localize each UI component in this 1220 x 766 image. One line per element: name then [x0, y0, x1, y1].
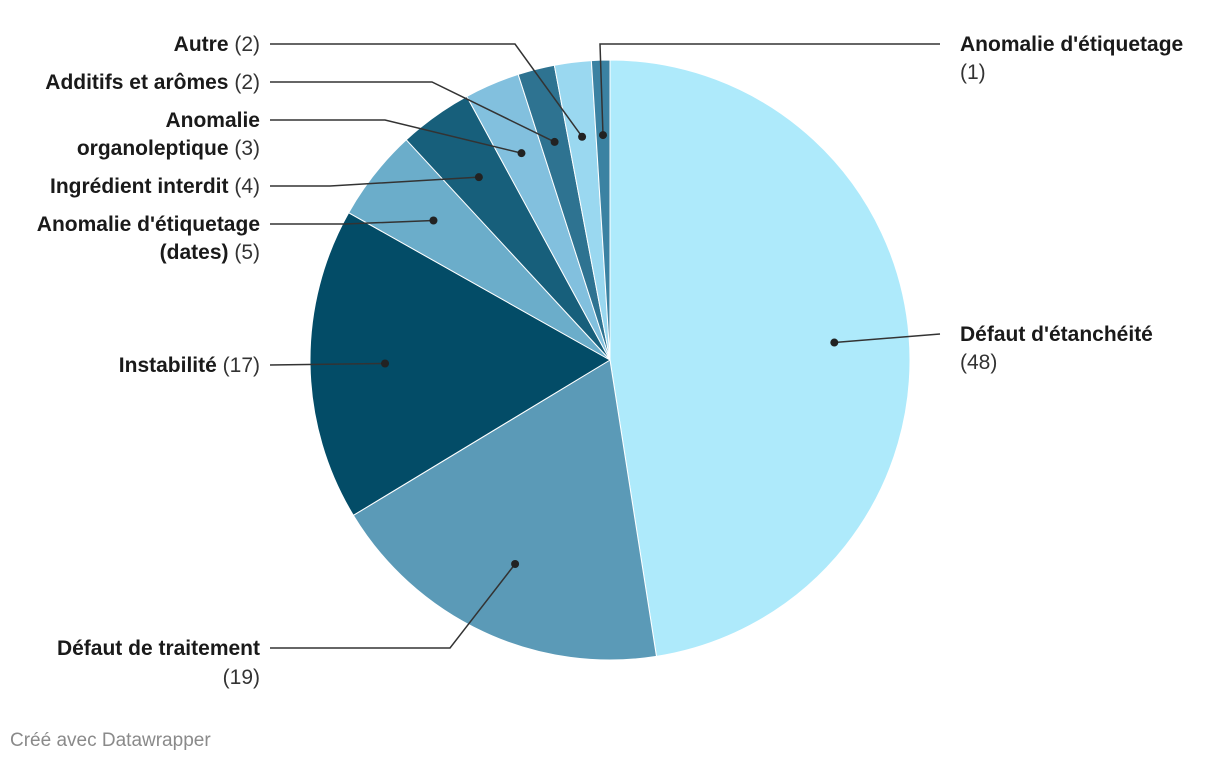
leader-dot [517, 149, 526, 158]
leader-dot [578, 132, 587, 141]
footer-credit: Créé avec Datawrapper [10, 730, 211, 751]
slice-label-name: Instabilité [119, 354, 217, 377]
slice-label: organoleptique (3) [77, 137, 260, 160]
pie-slice [352, 359, 658, 661]
slice-label-value: (17) [217, 354, 260, 377]
leader-line [270, 43, 583, 138]
leader-line [270, 81, 555, 143]
leader-line [599, 43, 940, 136]
slice-label-value: (3) [229, 137, 261, 160]
slice-label-name: Additifs et arômes [45, 71, 228, 94]
leader-line [270, 119, 522, 154]
slice-label: Instabilité (17) [119, 354, 260, 377]
slice-label-value: (48) [960, 351, 997, 374]
slice-label-value: (19) [223, 666, 260, 689]
leader-dot [429, 216, 438, 225]
leader-dot [599, 131, 608, 140]
pie-slice [609, 59, 911, 657]
leader-line [270, 176, 479, 187]
leader-line [270, 563, 516, 649]
slice-label-name: organoleptique [77, 137, 229, 160]
slice-label: Anomalie [165, 109, 260, 132]
slice-label: Additifs et arômes (2) [45, 71, 260, 94]
slice-label-name: Défaut d'étanchéité [960, 323, 1153, 346]
leader-dot [381, 359, 390, 368]
leader-dot [830, 338, 839, 347]
slice-label-name: (dates) [160, 241, 229, 264]
slice-label-value: (1) [960, 61, 986, 84]
slice-label: Autre (2) [174, 33, 260, 56]
slice-label-name: Anomalie d'étiquetage [960, 33, 1183, 56]
slice-label-value: (4) [229, 175, 261, 198]
leader-line [269, 362, 386, 366]
slice-label-name: Anomalie d'étiquetage [37, 213, 260, 236]
slice-label: Anomalie d'étiquetage [960, 33, 1183, 56]
slice-label-value: (2) [229, 71, 261, 94]
slice-label: Défaut d'étanchéité [960, 323, 1153, 346]
leader-dot [511, 560, 520, 569]
leader-dot [474, 173, 483, 182]
pie-chart-svg: Défaut d'étanchéité (48) Défaut de traitem… [37, 33, 1183, 689]
slice-label: Anomalie d'étiquetage [37, 213, 260, 236]
slice-label-name: Anomalie [165, 109, 260, 132]
slice-label-name: Défaut de traitement [57, 637, 260, 660]
leader-line [270, 219, 434, 225]
slice-label-name: Ingrédient interdit [50, 175, 229, 198]
slice-label: Ingrédient interdit (4) [50, 175, 260, 198]
slice-label-value: (5) [229, 241, 261, 264]
slice-label: (1) [960, 61, 986, 84]
slice-label: Défaut de traitement [57, 637, 260, 660]
slice-label-name: Autre [174, 33, 229, 56]
slice-label: (48) [960, 351, 997, 374]
slice-label: (19) [223, 666, 260, 689]
leader-dot [550, 137, 559, 146]
slice-label: (dates) (5) [160, 241, 260, 264]
leader-line [834, 333, 941, 344]
slice-label-value: (2) [229, 33, 261, 56]
